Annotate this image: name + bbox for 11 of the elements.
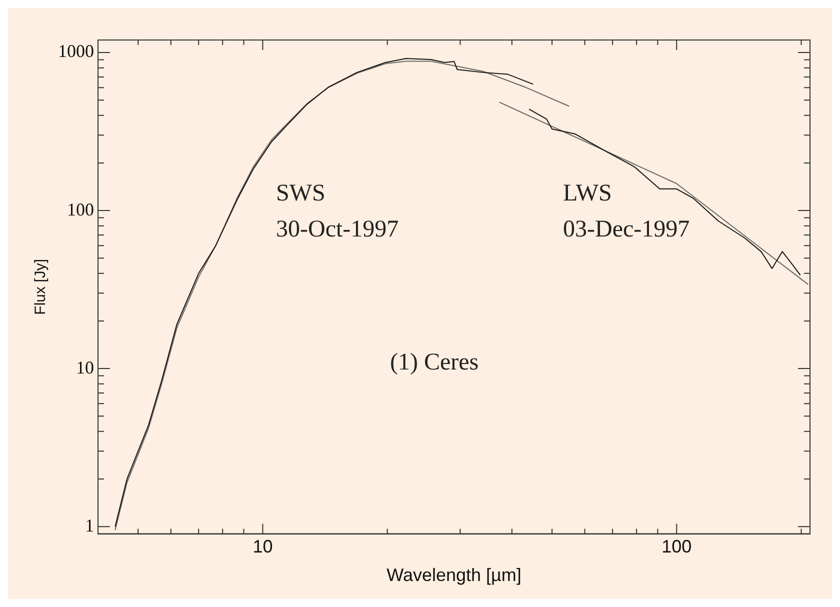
x-axis-title: Wavelength [µm] (386, 565, 522, 586)
annotation: LWS (563, 180, 612, 206)
annotation: 30-Oct-1997 (276, 216, 399, 242)
annotation: (1) Ceres (390, 349, 479, 376)
annotation: SWS (276, 180, 326, 206)
y-axis-title: Flux [Jy] (32, 258, 50, 315)
y-tick-label: 1000 (58, 41, 94, 62)
y-tick-label: 10 (76, 357, 94, 378)
y-tick-label: 100 (67, 199, 94, 220)
y-tick-label: 1 (85, 515, 94, 536)
annotation: 03-Dec-1997 (563, 216, 690, 242)
